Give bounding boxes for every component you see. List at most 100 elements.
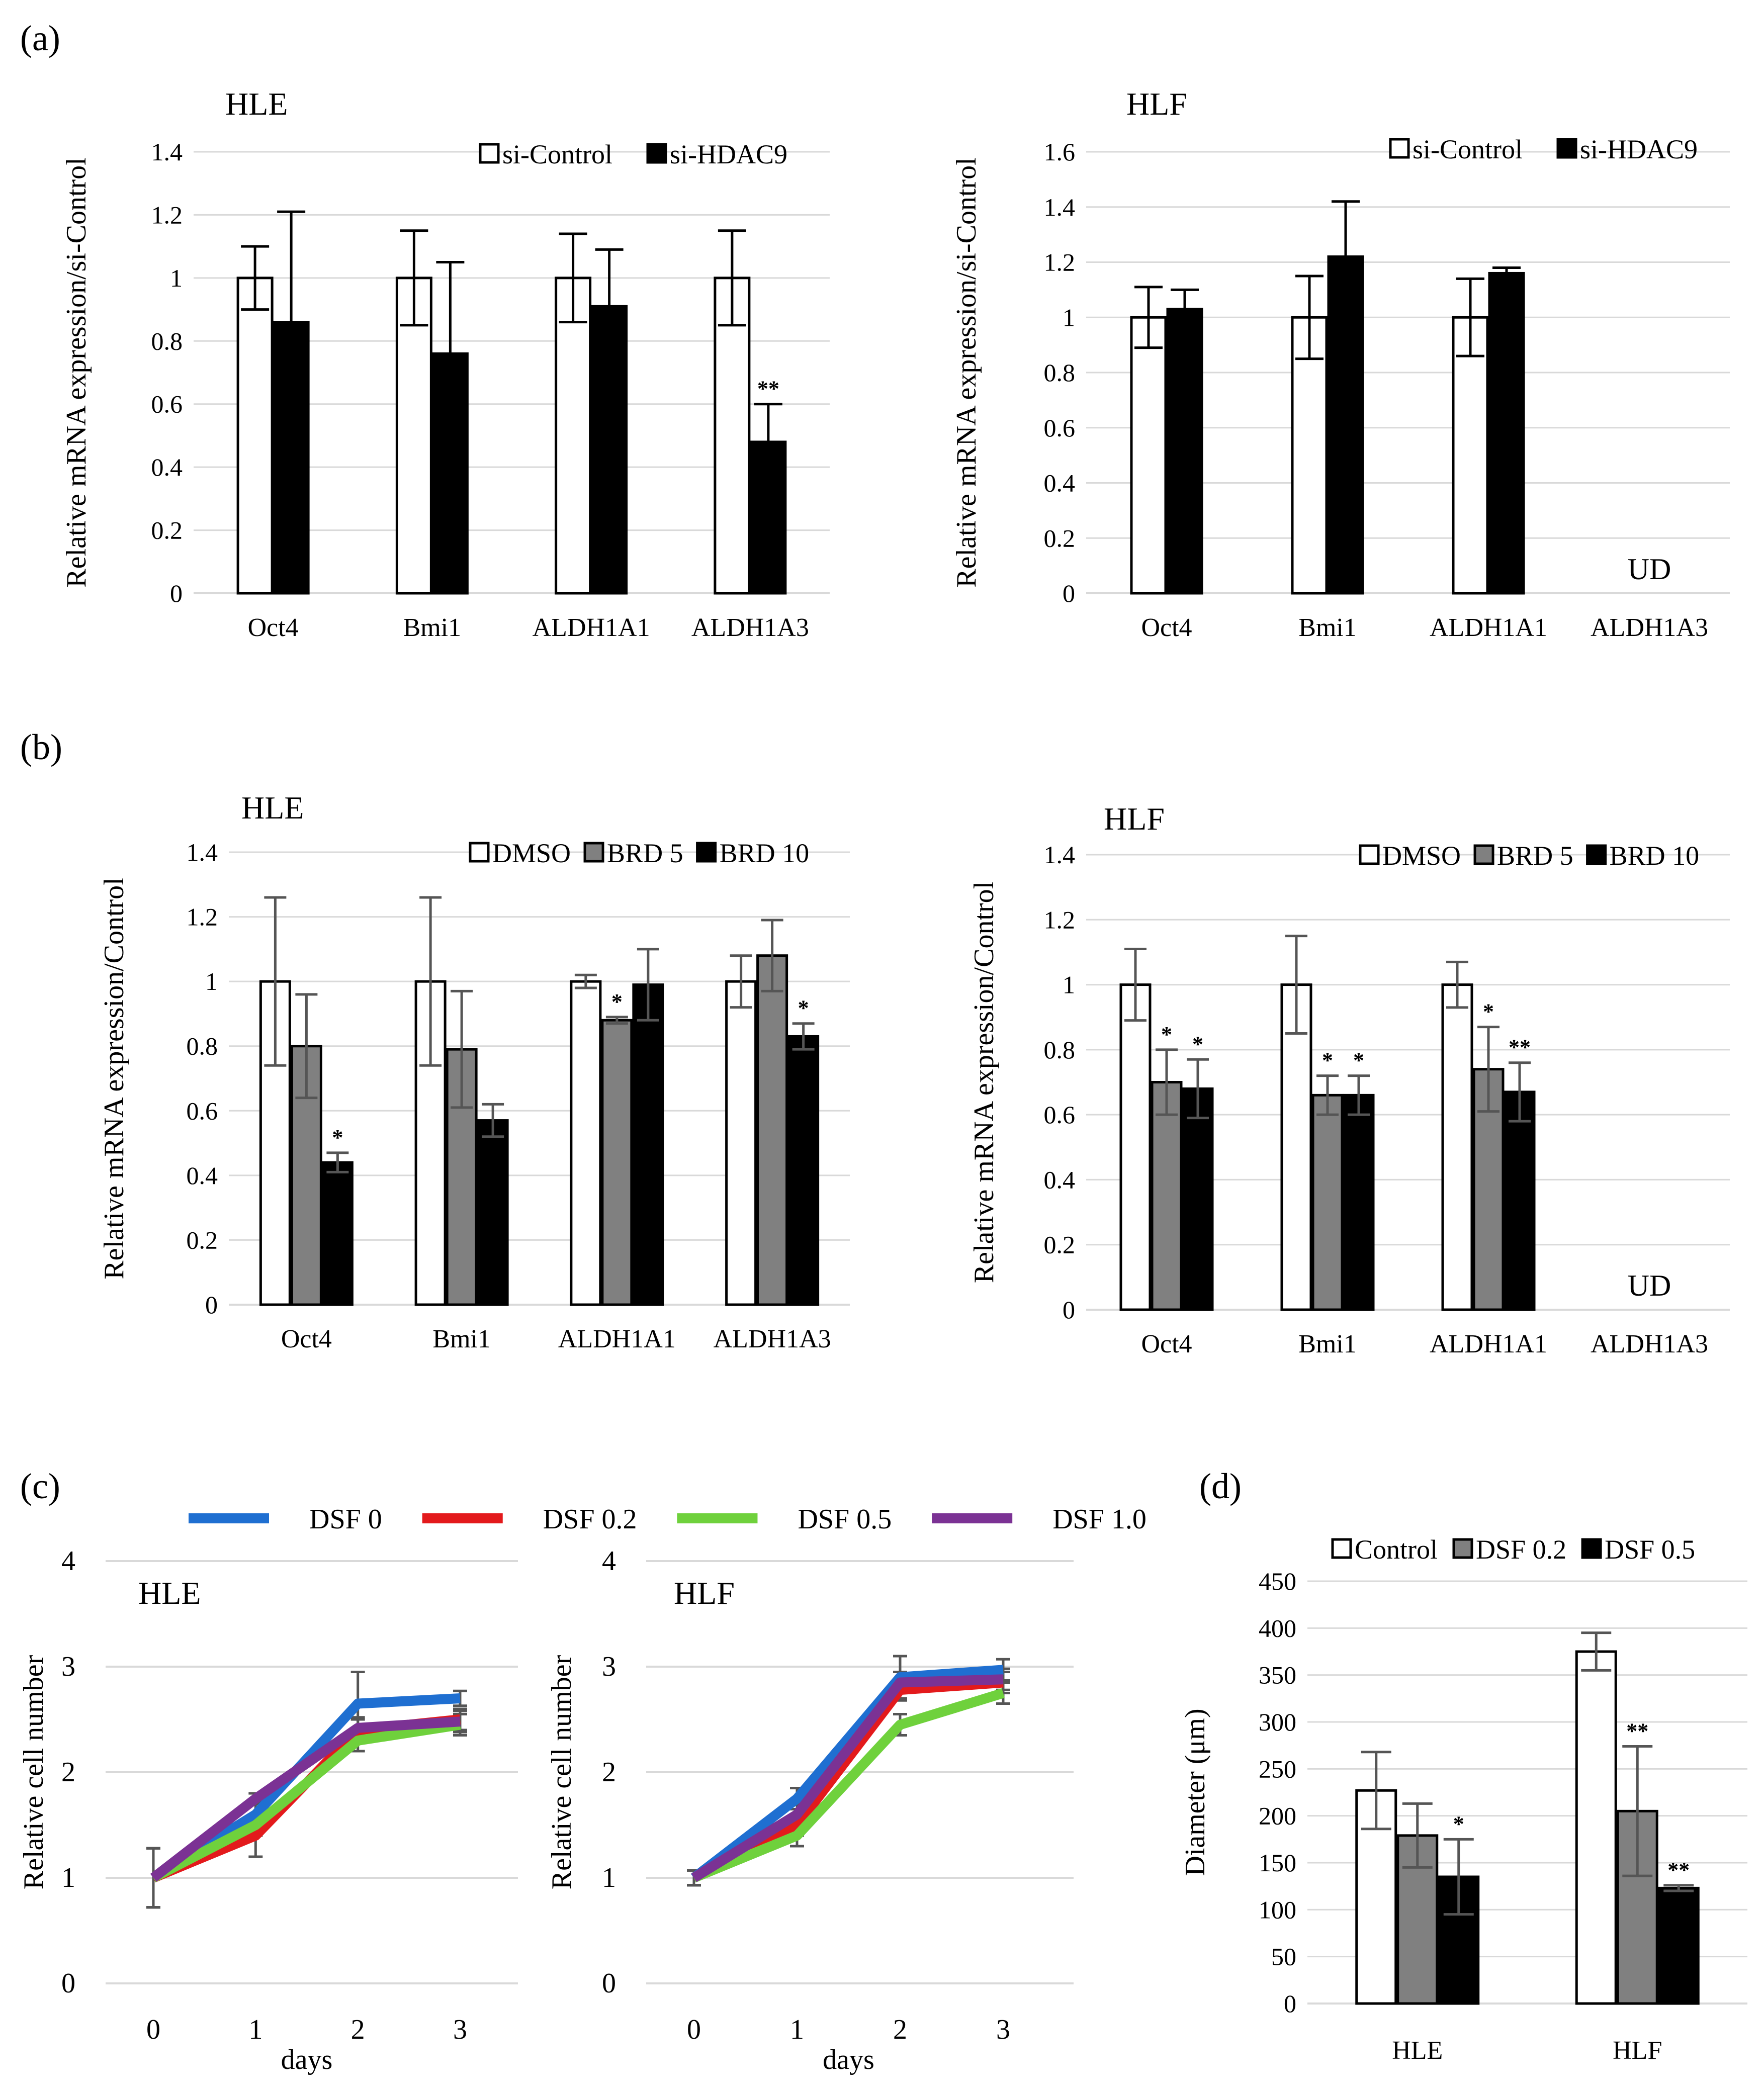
bar-dmso [1441, 983, 1473, 1311]
y-tick-label: 0 [61, 1968, 75, 1999]
legend-label-dsf-1-0: DSF 1.0 [1052, 1504, 1146, 1535]
y-axis-label: Relative mRNA expression/si-Control [951, 157, 982, 587]
line-series-dsf-0-5 [692, 1688, 1005, 1883]
y-tick-label: 1.2 [151, 201, 183, 229]
y-tick-label: 0.2 [151, 516, 183, 544]
y-tick-label: 0.8 [1044, 358, 1076, 387]
y-tick-label: 0.6 [1044, 414, 1076, 442]
y-tick-label: 1.4 [151, 138, 183, 166]
significance-marker: ** [1626, 1719, 1648, 1744]
significance-marker: * [332, 1125, 343, 1150]
legend-swatch-brd-10 [696, 842, 717, 863]
chart-b-hle: 0 0.2 0.4 0.6 0.8 1 1.2 1.4 Relative mRNA expres… [99, 790, 850, 1353]
bar-brd-10 [787, 1035, 820, 1306]
x-category-label: ALDH1A3 [1591, 613, 1708, 642]
y-tick-label: 50 [1271, 1943, 1296, 1971]
legend-swatch-si-control [1389, 138, 1410, 159]
bar-brd-5 [1311, 1094, 1344, 1311]
legend-swatch-dmso [1359, 844, 1380, 865]
y-tick-label: 0.4 [1044, 1165, 1076, 1194]
y-tick-label: 300 [1259, 1708, 1296, 1736]
bar-si-control [395, 277, 432, 595]
y-tick-label: 450 [1259, 1567, 1296, 1595]
undetected-label: UD [1628, 1269, 1671, 1302]
legend-swatch-si-hdac9 [1556, 138, 1577, 159]
significance-marker: * [1453, 1811, 1464, 1836]
y-tick-label: 0.8 [151, 327, 183, 355]
chart-d: 0 50 100 150 200 250 300 350 400 450 Diameter (μm)… [1180, 1534, 1747, 2065]
bar-dmso [570, 980, 602, 1306]
bar-brd-10 [321, 1161, 354, 1306]
y-tick-label: 3 [602, 1651, 616, 1682]
significance-marker: * [1353, 1048, 1364, 1073]
x-category-label: Bmi1 [403, 613, 462, 642]
bar-dmso [1119, 983, 1152, 1311]
y-tick-label: 0.2 [1044, 1231, 1076, 1259]
x-tick-label: 1 [790, 2014, 804, 2045]
y-tick-label: 0 [170, 579, 183, 607]
legend-swatch-dmso [469, 842, 490, 863]
bar-brd-10 [632, 983, 664, 1306]
line-series-dsf-0-5 [151, 1719, 461, 1882]
y-tick-label: 1.4 [187, 838, 218, 866]
y-tick-label: 350 [1259, 1661, 1296, 1689]
significance-marker: ** [1509, 1035, 1531, 1060]
legend-swatch-dsf-0-5 [1581, 1538, 1602, 1559]
legend-label-dsf-0: DSF 0 [309, 1504, 382, 1535]
x-category-label: ALDH1A3 [691, 613, 809, 642]
legend-label-si-hdac9: si-HDAC9 [670, 139, 787, 169]
legend-label-dsf-0-2: DSF 0.2 [543, 1504, 637, 1535]
legend-label-control: Control [1355, 1534, 1438, 1565]
panel-label-a: (a) [20, 18, 60, 58]
legend-label-si-hdac9: si-HDAC9 [1580, 134, 1698, 164]
x-category-label: ALDH1A1 [558, 1325, 676, 1353]
y-tick-label: 0.2 [187, 1226, 218, 1254]
y-tick-label: 0 [1284, 1989, 1296, 2018]
y-axis-label: Relative mRNA expression/si-Control [61, 157, 92, 587]
bar-brd-10 [1343, 1094, 1375, 1311]
legend-swatch-brd-5 [1473, 844, 1494, 865]
line-series-dsf-0 [690, 1665, 1004, 1882]
x-category-label: Oct4 [1141, 613, 1192, 642]
y-tick-label: 1 [1063, 971, 1075, 999]
y-tick-label: 1 [61, 1862, 75, 1893]
chart-title: HLE [241, 790, 304, 826]
significance-marker: ** [757, 377, 779, 401]
y-tick-label: 1 [602, 1862, 616, 1893]
significance-marker: * [1161, 1022, 1172, 1047]
bar-si-hdac9 [1488, 271, 1525, 595]
x-tick-label: 2 [351, 2014, 365, 2045]
bar-si-control [236, 277, 274, 595]
bar-si-control [714, 277, 751, 595]
x-category-label: ALDH1A1 [1430, 1330, 1547, 1358]
chart-c-hle: 0 1 2 3 4 0 1 2 3 days Relative cell number HLE [18, 1545, 518, 2075]
legend-swatch-si-control [479, 143, 500, 164]
legend-label-brd-10: BRD 10 [720, 838, 810, 868]
x-category-label: ALDH1A3 [714, 1325, 831, 1353]
legend-label-si-control: si-Control [1413, 134, 1523, 164]
significance-marker: * [1192, 1032, 1203, 1056]
y-axis-label: Diameter (μm) [1180, 1708, 1211, 1876]
x-category-label: HLE [1392, 2036, 1443, 2065]
bar-si-hdac9 [1166, 308, 1203, 595]
x-category-label: Oct4 [248, 613, 299, 642]
significance-marker: ** [1667, 1858, 1690, 1882]
x-axis-label: days [281, 2044, 333, 2075]
x-tick-label: 2 [893, 2014, 907, 2045]
y-tick-label: 400 [1259, 1614, 1296, 1642]
y-tick-label: 1.2 [187, 903, 218, 931]
bar-brd-10 [1504, 1090, 1536, 1311]
legend-label-brd-10: BRD 10 [1610, 841, 1700, 871]
x-category-label: Bmi1 [1298, 613, 1357, 642]
y-tick-label: 0 [1063, 1296, 1075, 1324]
significance-marker: * [798, 996, 809, 1021]
y-tick-label: 0.4 [151, 453, 183, 481]
y-axis-label: Relative mRNA expression/Control [99, 877, 130, 1279]
bar-dmso [1280, 983, 1312, 1311]
x-category-label: ALDH1A1 [1430, 613, 1547, 642]
y-tick-label: 0 [205, 1291, 218, 1319]
chart-a-hle: 0 0.2 0.4 0.6 0.8 1 1.2 1.4 Relative mRNA expres… [61, 86, 830, 642]
y-tick-label: 2 [602, 1757, 616, 1788]
bar-si-control [1452, 316, 1489, 595]
x-tick-label: 0 [146, 2014, 160, 2045]
